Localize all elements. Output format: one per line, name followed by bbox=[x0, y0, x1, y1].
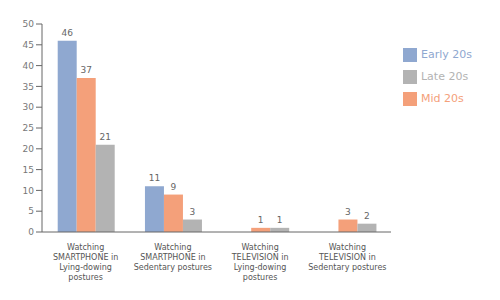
svg-text:0: 0 bbox=[28, 227, 34, 237]
svg-text:20: 20 bbox=[23, 144, 35, 154]
svg-text:2: 2 bbox=[364, 211, 370, 221]
svg-text:10: 10 bbox=[23, 186, 35, 196]
svg-text:30: 30 bbox=[23, 102, 35, 112]
svg-text:5: 5 bbox=[28, 206, 34, 216]
svg-text:3: 3 bbox=[190, 207, 196, 217]
svg-text:25: 25 bbox=[23, 123, 34, 133]
svg-text:1: 1 bbox=[258, 215, 264, 225]
svg-text:35: 35 bbox=[23, 82, 34, 92]
svg-text:WatchingTELEVISION inLying-dow: WatchingTELEVISION inLying-dowingposture… bbox=[231, 243, 289, 282]
svg-text:WatchingSMARTPHONE inSedentary: WatchingSMARTPHONE inSedentary postures bbox=[134, 243, 212, 272]
html-text:Early 20s: Early 20s bbox=[421, 48, 472, 61]
svg-text:37: 37 bbox=[80, 65, 91, 75]
svg-text:9: 9 bbox=[171, 182, 177, 192]
svg-text:40: 40 bbox=[23, 61, 35, 71]
html-text:Mid 20s: Mid 20s bbox=[421, 92, 464, 105]
svg-text:WatchingTELEVISION inSedentary: WatchingTELEVISION inSedentary postures bbox=[308, 243, 386, 272]
html-text:Late 20s: Late 20s bbox=[421, 70, 469, 83]
svg-text:11: 11 bbox=[149, 173, 160, 183]
svg-text:21: 21 bbox=[99, 132, 110, 142]
svg-text:1: 1 bbox=[277, 215, 283, 225]
svg-text:46: 46 bbox=[61, 28, 73, 38]
svg-text:15: 15 bbox=[23, 165, 34, 175]
svg-text:WatchingSMARTPHONE inLying-dow: WatchingSMARTPHONE inLying-dowingposture… bbox=[53, 243, 118, 282]
svg-text:50: 50 bbox=[23, 19, 35, 29]
svg-text:45: 45 bbox=[23, 40, 34, 50]
svg-text:3: 3 bbox=[345, 207, 351, 217]
